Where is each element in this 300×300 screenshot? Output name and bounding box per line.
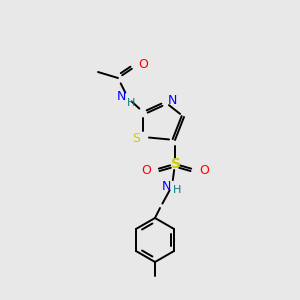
Text: O: O	[138, 58, 148, 71]
Text: N: N	[116, 91, 126, 103]
Text: H: H	[173, 185, 181, 195]
Text: N: N	[161, 181, 171, 194]
Text: N: N	[167, 94, 177, 107]
Text: O: O	[199, 164, 209, 176]
Text: S: S	[132, 131, 140, 145]
Text: O: O	[141, 164, 151, 176]
Text: H: H	[127, 98, 135, 108]
Text: S: S	[171, 157, 181, 171]
